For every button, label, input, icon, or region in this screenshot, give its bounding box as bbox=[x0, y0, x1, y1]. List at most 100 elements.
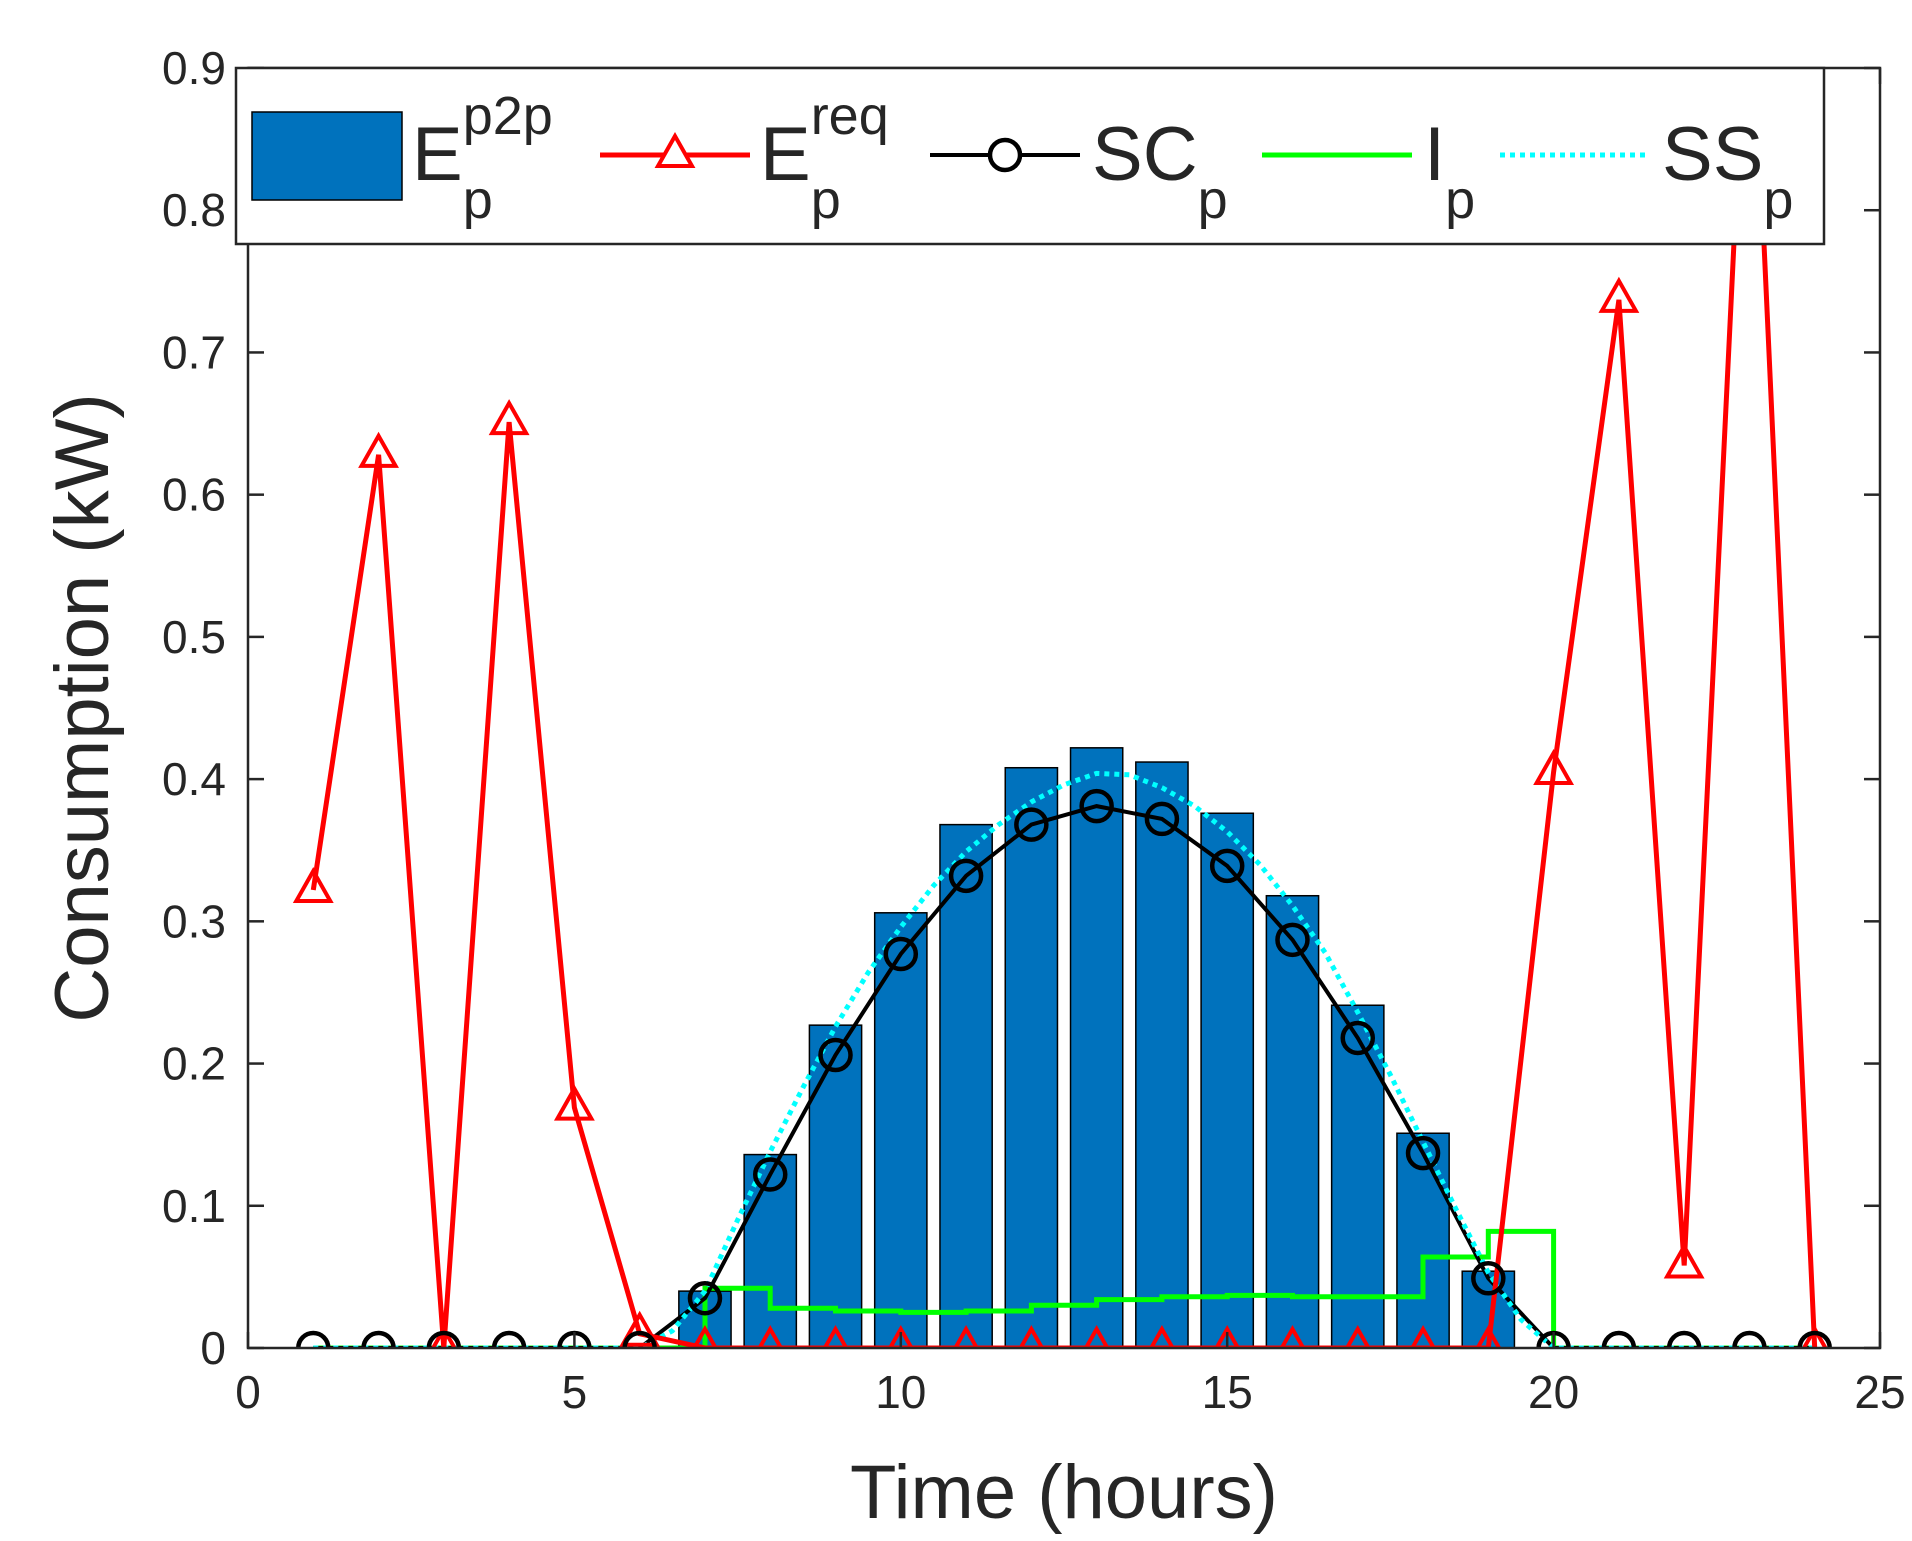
legend-label: Ep bbox=[412, 112, 493, 230]
marker-sc-p bbox=[948, 858, 984, 894]
marker-sc-p bbox=[883, 936, 919, 972]
marker-sc-p bbox=[752, 1157, 788, 1192]
y-tick-label: 0.1 bbox=[162, 1180, 226, 1232]
marker-sc-p bbox=[426, 1330, 462, 1348]
legend-item-ss-p: SSp bbox=[1500, 112, 1793, 230]
bar-e-p2p bbox=[743, 1153, 798, 1348]
legend-swatch-marker bbox=[654, 131, 696, 168]
marker-sc-p bbox=[491, 1330, 527, 1348]
marker-sc-p bbox=[1471, 1261, 1506, 1296]
line-series-group bbox=[310, 68, 1818, 1348]
legend-label: Ip bbox=[1424, 112, 1475, 230]
legend-item-i-p: Ip bbox=[1262, 112, 1475, 230]
series-ss-p-line bbox=[313, 770, 1815, 1348]
marker-e-req bbox=[1409, 1324, 1437, 1348]
marker-sc-p bbox=[1405, 1135, 1441, 1171]
y-tick-label: 0.7 bbox=[162, 326, 226, 378]
x-tick-label: 5 bbox=[562, 1366, 588, 1418]
marker-e-req bbox=[1598, 276, 1640, 313]
series-sc-p-line bbox=[313, 804, 1815, 1348]
marker-e-req bbox=[1344, 1324, 1371, 1348]
marker-sc-p bbox=[1797, 1330, 1832, 1348]
y-tick-label: 0.2 bbox=[162, 1038, 226, 1090]
bar-e-p2p bbox=[1135, 761, 1189, 1348]
marker-e-req bbox=[1083, 1324, 1110, 1348]
y-tick-label: 0.8 bbox=[162, 184, 226, 236]
x-tick-label: 10 bbox=[875, 1366, 926, 1418]
legend-label: SCp bbox=[1092, 112, 1228, 230]
bar-e-p2p bbox=[873, 912, 928, 1348]
legend-label: SSp bbox=[1662, 112, 1793, 230]
y-tick-label: 0.9 bbox=[162, 42, 226, 94]
marker-e-req bbox=[292, 866, 334, 904]
marker-sc-p bbox=[1732, 1330, 1767, 1348]
tick-group: 0 5 10 15 20 25 0 0.1 0.2 0.3 0.4 0.5 0.6 0.7 0.8 0.9 bbox=[162, 42, 1906, 1418]
legend-swatch-marker bbox=[987, 137, 1023, 173]
bar-e-p2p bbox=[1396, 1132, 1450, 1348]
marker-sc-p bbox=[1666, 1330, 1702, 1348]
bar-e-p2p bbox=[808, 1024, 863, 1348]
marker-sc-p bbox=[818, 1037, 853, 1073]
marker-sc-p bbox=[1014, 807, 1049, 842]
marker-e-req bbox=[1475, 1324, 1502, 1348]
marker-sc-p bbox=[1601, 1330, 1637, 1348]
marker-sc-p bbox=[1209, 848, 1245, 884]
y-tick-label: 0 bbox=[200, 1322, 226, 1374]
marker-e-req bbox=[691, 1324, 719, 1348]
marker-sc-p bbox=[1340, 1020, 1376, 1056]
bar-e-p2p bbox=[1200, 812, 1255, 1348]
legend-label-sup: req bbox=[811, 86, 889, 146]
marker-e-req bbox=[488, 399, 530, 436]
bar-e-p2p bbox=[1004, 766, 1059, 1348]
marker-e-req bbox=[1214, 1324, 1241, 1348]
marker-sc-p bbox=[361, 1330, 396, 1348]
bar-series-group bbox=[678, 747, 1516, 1348]
marker-sc-p bbox=[1275, 922, 1310, 958]
marker-e-req bbox=[358, 431, 399, 468]
marker-e-req bbox=[887, 1324, 914, 1348]
x-tick-label: 15 bbox=[1202, 1366, 1253, 1418]
marker-e-req bbox=[1663, 1242, 1705, 1279]
marker-e-req bbox=[822, 1324, 849, 1348]
bar-e-p2p bbox=[1330, 1004, 1385, 1348]
legend-label-sup: p2p bbox=[463, 86, 553, 146]
bar-e-p2p bbox=[1069, 747, 1124, 1348]
marker-series-group bbox=[292, 276, 1832, 1348]
legend-item-sc-p: SCp bbox=[930, 112, 1228, 230]
x-tick-label: 25 bbox=[1854, 1366, 1905, 1418]
marker-e-req bbox=[1279, 1324, 1306, 1348]
marker-e-req bbox=[1801, 1324, 1828, 1348]
bar-e-p2p bbox=[939, 823, 993, 1348]
marker-e-req bbox=[757, 1324, 784, 1348]
marker-sc-p bbox=[1079, 788, 1114, 824]
series-e-req-line bbox=[310, 68, 1818, 1348]
x-tick-label: 0 bbox=[235, 1366, 261, 1418]
bar-e-p2p bbox=[1265, 894, 1320, 1348]
legend-swatch-bar bbox=[251, 111, 403, 201]
series-i-p-line bbox=[313, 1228, 1815, 1348]
marker-e-req bbox=[619, 1310, 661, 1347]
x-axis-label: Time (hours) bbox=[850, 1450, 1278, 1535]
y-tick-label: 0.6 bbox=[162, 469, 226, 521]
marker-e-req bbox=[1148, 1324, 1175, 1348]
marker-sc-p bbox=[1144, 801, 1180, 837]
axes-box bbox=[246, 66, 1882, 1350]
marker-sc-p bbox=[622, 1330, 657, 1348]
marker-e-req bbox=[1018, 1324, 1045, 1348]
marker-e-req bbox=[430, 1324, 457, 1348]
marker-e-req bbox=[553, 1084, 595, 1121]
y-axis-label: Consumption (kW) bbox=[40, 393, 125, 1022]
y-tick-label: 0.3 bbox=[162, 895, 226, 947]
legend-label: Ep bbox=[760, 112, 841, 230]
marker-sc-p bbox=[296, 1330, 331, 1348]
marker-sc-p bbox=[687, 1280, 723, 1316]
y-tick-label: 0.4 bbox=[162, 753, 226, 805]
marker-e-req bbox=[1533, 748, 1575, 785]
x-tick-label: 20 bbox=[1528, 1366, 1579, 1418]
marker-e-req bbox=[953, 1324, 980, 1348]
